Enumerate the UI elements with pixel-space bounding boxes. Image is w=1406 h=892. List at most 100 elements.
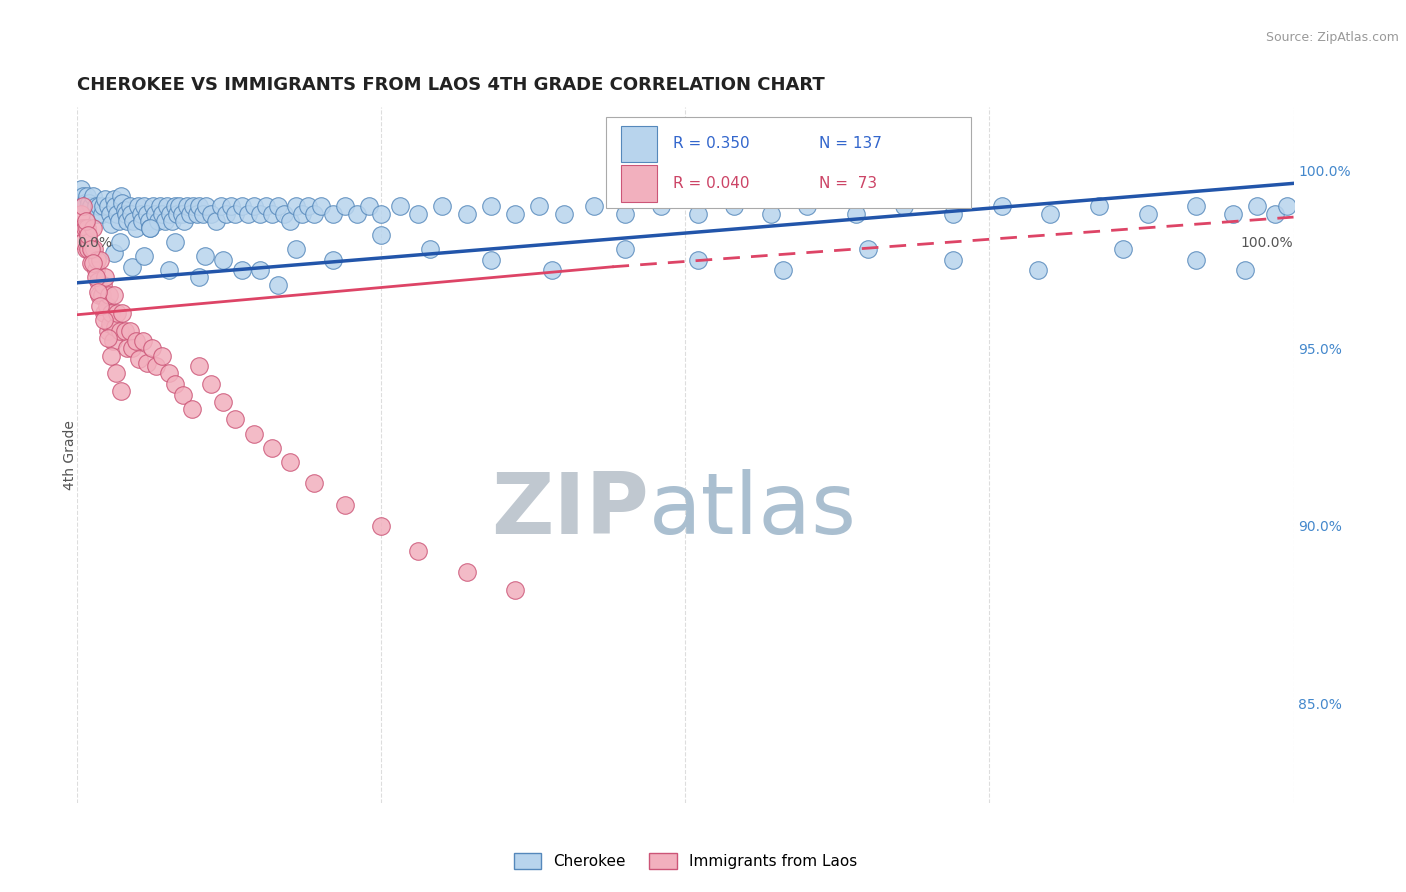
Legend: Cherokee, Immigrants from Laos: Cherokee, Immigrants from Laos	[508, 847, 863, 875]
Point	[157, 366, 180, 380]
Point	[163, 235, 186, 249]
Point	[406, 206, 429, 220]
Point	[170, 206, 193, 220]
Point	[139, 220, 162, 235]
Point	[138, 213, 160, 227]
Point	[160, 213, 183, 227]
Point	[370, 206, 392, 220]
Point	[278, 213, 301, 227]
Point	[479, 252, 502, 267]
Point	[72, 235, 94, 249]
Point	[89, 199, 111, 213]
Point	[98, 317, 121, 331]
Point	[304, 206, 326, 220]
Point	[84, 270, 107, 285]
Point	[70, 206, 93, 220]
Point	[149, 199, 172, 213]
Point	[419, 242, 441, 256]
Point	[153, 213, 176, 227]
Point	[267, 199, 290, 213]
Point	[1185, 252, 1208, 267]
Point	[267, 277, 290, 292]
Point	[254, 199, 277, 213]
Point	[893, 199, 915, 213]
Point	[188, 270, 211, 285]
Point	[107, 306, 129, 320]
Text: R = 0.350: R = 0.350	[673, 136, 749, 152]
Point	[118, 199, 141, 213]
Point	[322, 252, 344, 267]
Point	[97, 324, 120, 338]
Point	[114, 202, 136, 217]
Point	[456, 565, 478, 579]
Point	[169, 199, 191, 213]
Point	[139, 220, 162, 235]
Point	[219, 199, 242, 213]
Point	[194, 249, 217, 263]
Point	[120, 206, 142, 220]
Point	[176, 199, 198, 213]
Point	[79, 195, 101, 210]
Point	[94, 192, 117, 206]
Point	[285, 242, 308, 256]
Point	[273, 206, 295, 220]
Point	[188, 199, 211, 213]
Point	[103, 245, 125, 260]
Point	[173, 213, 195, 227]
Point	[93, 306, 115, 320]
Point	[157, 263, 180, 277]
Point	[1264, 206, 1286, 220]
Point	[215, 206, 238, 220]
Point	[75, 242, 97, 256]
Point	[91, 277, 114, 292]
Point	[942, 252, 965, 267]
Point	[121, 260, 143, 274]
Point	[346, 206, 368, 220]
Point	[89, 252, 111, 267]
Point	[107, 206, 129, 220]
Point	[104, 199, 127, 213]
Point	[73, 195, 96, 210]
Point	[200, 376, 222, 391]
Point	[97, 331, 120, 345]
Point	[142, 199, 165, 213]
Point	[179, 206, 201, 220]
Point	[97, 199, 120, 213]
Point	[100, 306, 122, 320]
Point	[125, 334, 148, 349]
Point	[1136, 206, 1159, 220]
Point	[180, 401, 202, 416]
Point	[231, 199, 253, 213]
Point	[212, 394, 235, 409]
FancyBboxPatch shape	[621, 166, 658, 202]
Point	[529, 199, 551, 213]
Point	[370, 519, 392, 533]
Point	[796, 199, 818, 213]
Point	[75, 213, 97, 227]
Point	[82, 256, 104, 270]
FancyBboxPatch shape	[606, 118, 972, 208]
Point	[231, 263, 253, 277]
Point	[108, 324, 131, 338]
Point	[278, 455, 301, 469]
Point	[128, 352, 150, 367]
Point	[146, 213, 169, 227]
Text: N =  73: N = 73	[820, 176, 877, 191]
Point	[141, 342, 163, 356]
Point	[163, 199, 186, 213]
Point	[1246, 199, 1268, 213]
Text: R = 0.040: R = 0.040	[673, 176, 749, 191]
Point	[125, 220, 148, 235]
Point	[131, 213, 153, 227]
Point	[77, 242, 100, 256]
Point	[86, 206, 108, 220]
Point	[86, 252, 108, 267]
Text: CHEROKEE VS IMMIGRANTS FROM LAOS 4TH GRADE CORRELATION CHART: CHEROKEE VS IMMIGRANTS FROM LAOS 4TH GRA…	[77, 77, 825, 95]
Point	[82, 220, 104, 235]
Point	[70, 182, 93, 196]
Point	[111, 195, 134, 210]
Point	[942, 206, 965, 220]
Point	[242, 199, 264, 213]
Point	[1233, 263, 1256, 277]
Point	[291, 206, 314, 220]
